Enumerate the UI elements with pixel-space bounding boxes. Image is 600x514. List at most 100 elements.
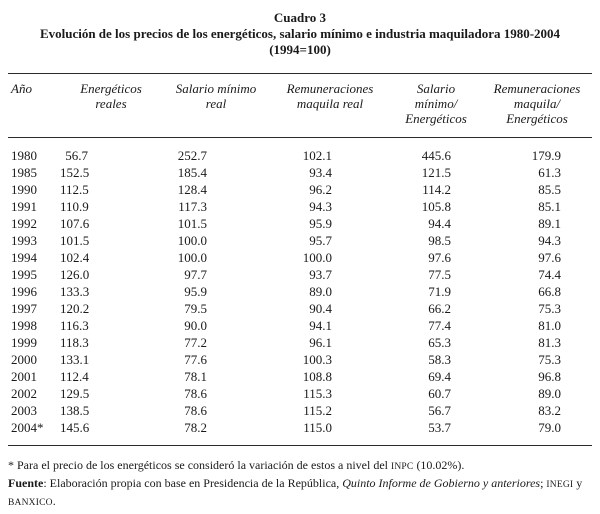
table-number-title: Cuadro 3 [273, 10, 327, 25]
table-row: 2000 133.1 77.6 100.3 58.3 75.3 [8, 351, 592, 368]
value-cell: 77.2 [184, 335, 207, 350]
value-cell: 129.5 [60, 386, 90, 401]
value-cell: 152.5 [60, 165, 90, 180]
value-cell: 56.7 [65, 148, 88, 163]
value-cell: 89.0 [538, 386, 561, 401]
year-cell: 1998 [11, 318, 37, 333]
value-cell: 89.0 [309, 284, 332, 299]
value-cell: 66.2 [428, 301, 451, 316]
value-cell: 78.2 [184, 420, 207, 435]
value-cell: 107.6 [60, 216, 90, 231]
value-cell: 112.5 [60, 182, 89, 197]
table-row: 1993 101.5 100.0 95.7 98.5 94.3 [8, 232, 592, 249]
value-cell: 115.0 [303, 420, 332, 435]
value-cell: 105.8 [421, 199, 451, 214]
value-cell: 126.0 [60, 267, 90, 282]
year-cell: 1996 [11, 284, 37, 299]
table-subtitle: Evolución de los precios de los energéti… [39, 26, 561, 41]
table-row: 1996 133.3 95.9 89.0 71.9 66.8 [8, 283, 592, 300]
source-inegi-acronym: INEGI [546, 480, 574, 490]
year-cell: 1985 [11, 165, 37, 180]
value-cell: 96.1 [309, 335, 332, 350]
data-table: Año Energéticos reales Salario mínimo re… [8, 73, 592, 446]
value-cell: 78.1 [184, 369, 207, 384]
value-cell: 94.3 [309, 199, 332, 214]
value-cell: 115.2 [303, 403, 332, 418]
table-row: 2003 138.5 78.6 115.2 56.7 83.2 [8, 402, 592, 419]
year-cell: 1994 [11, 250, 37, 265]
value-cell: 145.6 [60, 420, 90, 435]
value-cell: 96.2 [309, 182, 332, 197]
value-cell: 74.4 [538, 267, 561, 282]
footnote-source: Fuente: Elaboración propia con base en P… [8, 475, 592, 511]
column-header-remuneraciones-maquila-real: Remuneraciones maquila real [270, 73, 390, 138]
table-row: 1998 116.3 90.0 94.1 77.4 81.0 [8, 317, 592, 334]
value-cell: 77.6 [184, 352, 207, 367]
year-cell: 1997 [11, 301, 37, 316]
value-cell: 61.3 [538, 165, 561, 180]
value-cell: 75.3 [538, 301, 561, 316]
year-cell: 1992 [11, 216, 37, 231]
value-cell: 110.9 [60, 199, 89, 214]
value-cell: 85.5 [538, 182, 561, 197]
source-text-2: ; [540, 476, 547, 490]
value-cell: 112.4 [60, 369, 89, 384]
value-cell: 96.8 [538, 369, 561, 384]
year-cell: 2003 [11, 403, 37, 418]
value-cell: 75.3 [538, 352, 561, 367]
value-cell: 71.9 [428, 284, 451, 299]
value-cell: 53.7 [428, 420, 451, 435]
value-cell: 89.1 [538, 216, 561, 231]
value-cell: 58.3 [428, 352, 451, 367]
value-cell: 95.9 [309, 216, 332, 231]
value-cell: 77.5 [428, 267, 451, 282]
value-cell: 121.5 [421, 165, 451, 180]
footnote-asterisk: * Para el precio de los energéticos se c… [8, 457, 592, 475]
value-cell: 118.3 [60, 335, 89, 350]
table-header: Año Energéticos reales Salario mínimo re… [8, 73, 592, 138]
value-cell: 138.5 [60, 403, 90, 418]
source-text-1: : Elaboración propia con base en Preside… [43, 476, 343, 490]
value-cell: 66.8 [538, 284, 561, 299]
value-cell: 79.5 [184, 301, 207, 316]
value-cell: 95.9 [184, 284, 207, 299]
value-cell: 65.3 [428, 335, 451, 350]
column-header-energeticos-reales: Energéticos reales [60, 73, 162, 138]
value-cell: 81.0 [538, 318, 561, 333]
year-cell: 2002 [11, 386, 37, 401]
value-cell: 102.4 [60, 250, 90, 265]
value-cell: 83.2 [538, 403, 561, 418]
value-cell: 100.0 [177, 233, 207, 248]
table-row: 2002 129.5 78.6 115.3 60.7 89.0 [8, 385, 592, 402]
table-row: 1991 110.9 117.3 94.3 105.8 85.1 [8, 198, 592, 215]
table-row: 1995 126.0 97.7 93.7 77.5 74.4 [8, 266, 592, 283]
value-cell: 93.4 [309, 165, 332, 180]
value-cell: 117.3 [178, 199, 207, 214]
value-cell: 79.0 [538, 420, 561, 435]
value-cell: 97.6 [428, 250, 451, 265]
value-cell: 108.8 [302, 369, 332, 384]
table-heading: Cuadro 3 Evolución de los precios de los… [8, 10, 592, 58]
source-text-4: . [52, 494, 56, 508]
value-cell: 115.3 [303, 386, 332, 401]
value-cell: 81.3 [538, 335, 561, 350]
column-header-salario-minimo-energeticos: Salario mínimo/ Energéticos [390, 73, 482, 138]
table-row: 1992 107.6 101.5 95.9 94.4 89.1 [8, 215, 592, 232]
value-cell: 101.5 [60, 233, 90, 248]
value-cell: 97.7 [184, 267, 207, 282]
year-cell: 2001 [11, 369, 37, 384]
value-cell: 94.4 [428, 216, 451, 231]
table-row: 1997 120.2 79.5 90.4 66.2 75.3 [8, 300, 592, 317]
value-cell: 56.7 [428, 403, 451, 418]
value-cell: 185.4 [177, 165, 207, 180]
table-body: 1980 56.7 252.7 102.1 445.6 179.9 1985 152.5 185… [8, 138, 592, 446]
column-header-salario-minimo-real: Salario mínimo real [162, 73, 270, 138]
value-cell: 90.0 [184, 318, 207, 333]
year-cell: 1993 [11, 233, 37, 248]
value-cell: 445.6 [421, 148, 451, 163]
table-row: 1980 56.7 252.7 102.1 445.6 179.9 [8, 138, 592, 165]
value-cell: 94.1 [309, 318, 332, 333]
table-row: 2001 112.4 78.1 108.8 69.4 96.8 [8, 368, 592, 385]
source-work-title: Quinto Informe de Gobierno y anteriores [342, 476, 541, 490]
footnote-inpc-acronym: INPC [390, 462, 414, 472]
